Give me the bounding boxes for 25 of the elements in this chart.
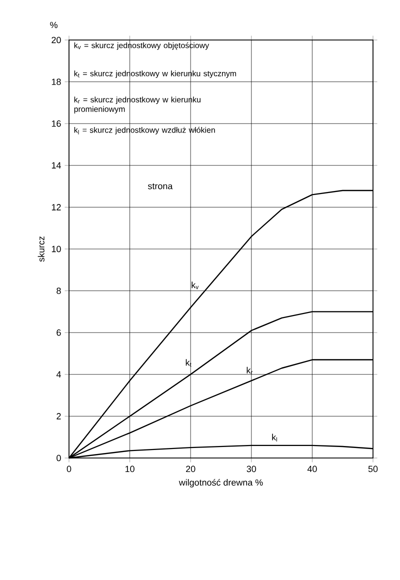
x-tick-label: 40: [307, 466, 317, 472]
series-label: k$_{v}$: [192, 282, 199, 290]
y-tick-label: 10: [52, 246, 61, 252]
series-label: k$_{r}$: [246, 366, 253, 374]
x-tick-label: 0: [66, 466, 72, 472]
text: %: [50, 22, 58, 28]
series-label: k$_{l}$: [272, 434, 277, 442]
x-tick-label: 10: [126, 466, 134, 472]
y-tick-label: 0: [56, 454, 61, 462]
y-tick-label: 20: [52, 36, 61, 44]
y-tick-label: 2: [56, 413, 61, 420]
y-tick-label: 14: [52, 162, 61, 168]
series-label: k$_{t}$: [186, 359, 192, 367]
x-tick-label: 20: [186, 466, 196, 472]
annotation: strona: [148, 183, 173, 190]
y-tick-label: 18: [52, 78, 61, 85]
x-axis-title: wilgotność drewna %: [178, 478, 263, 488]
y-tick-label: 6: [56, 329, 61, 336]
y-tick-label: 8: [56, 288, 61, 294]
x-tick-label: 50: [368, 466, 378, 472]
x-tick-label: 30: [246, 466, 256, 472]
y-tick-label: 16: [52, 120, 61, 127]
y-axis-title: skurcz: [38, 236, 44, 262]
y-tick-label: 12: [52, 204, 61, 210]
y-tick-label: 4: [56, 371, 61, 378]
